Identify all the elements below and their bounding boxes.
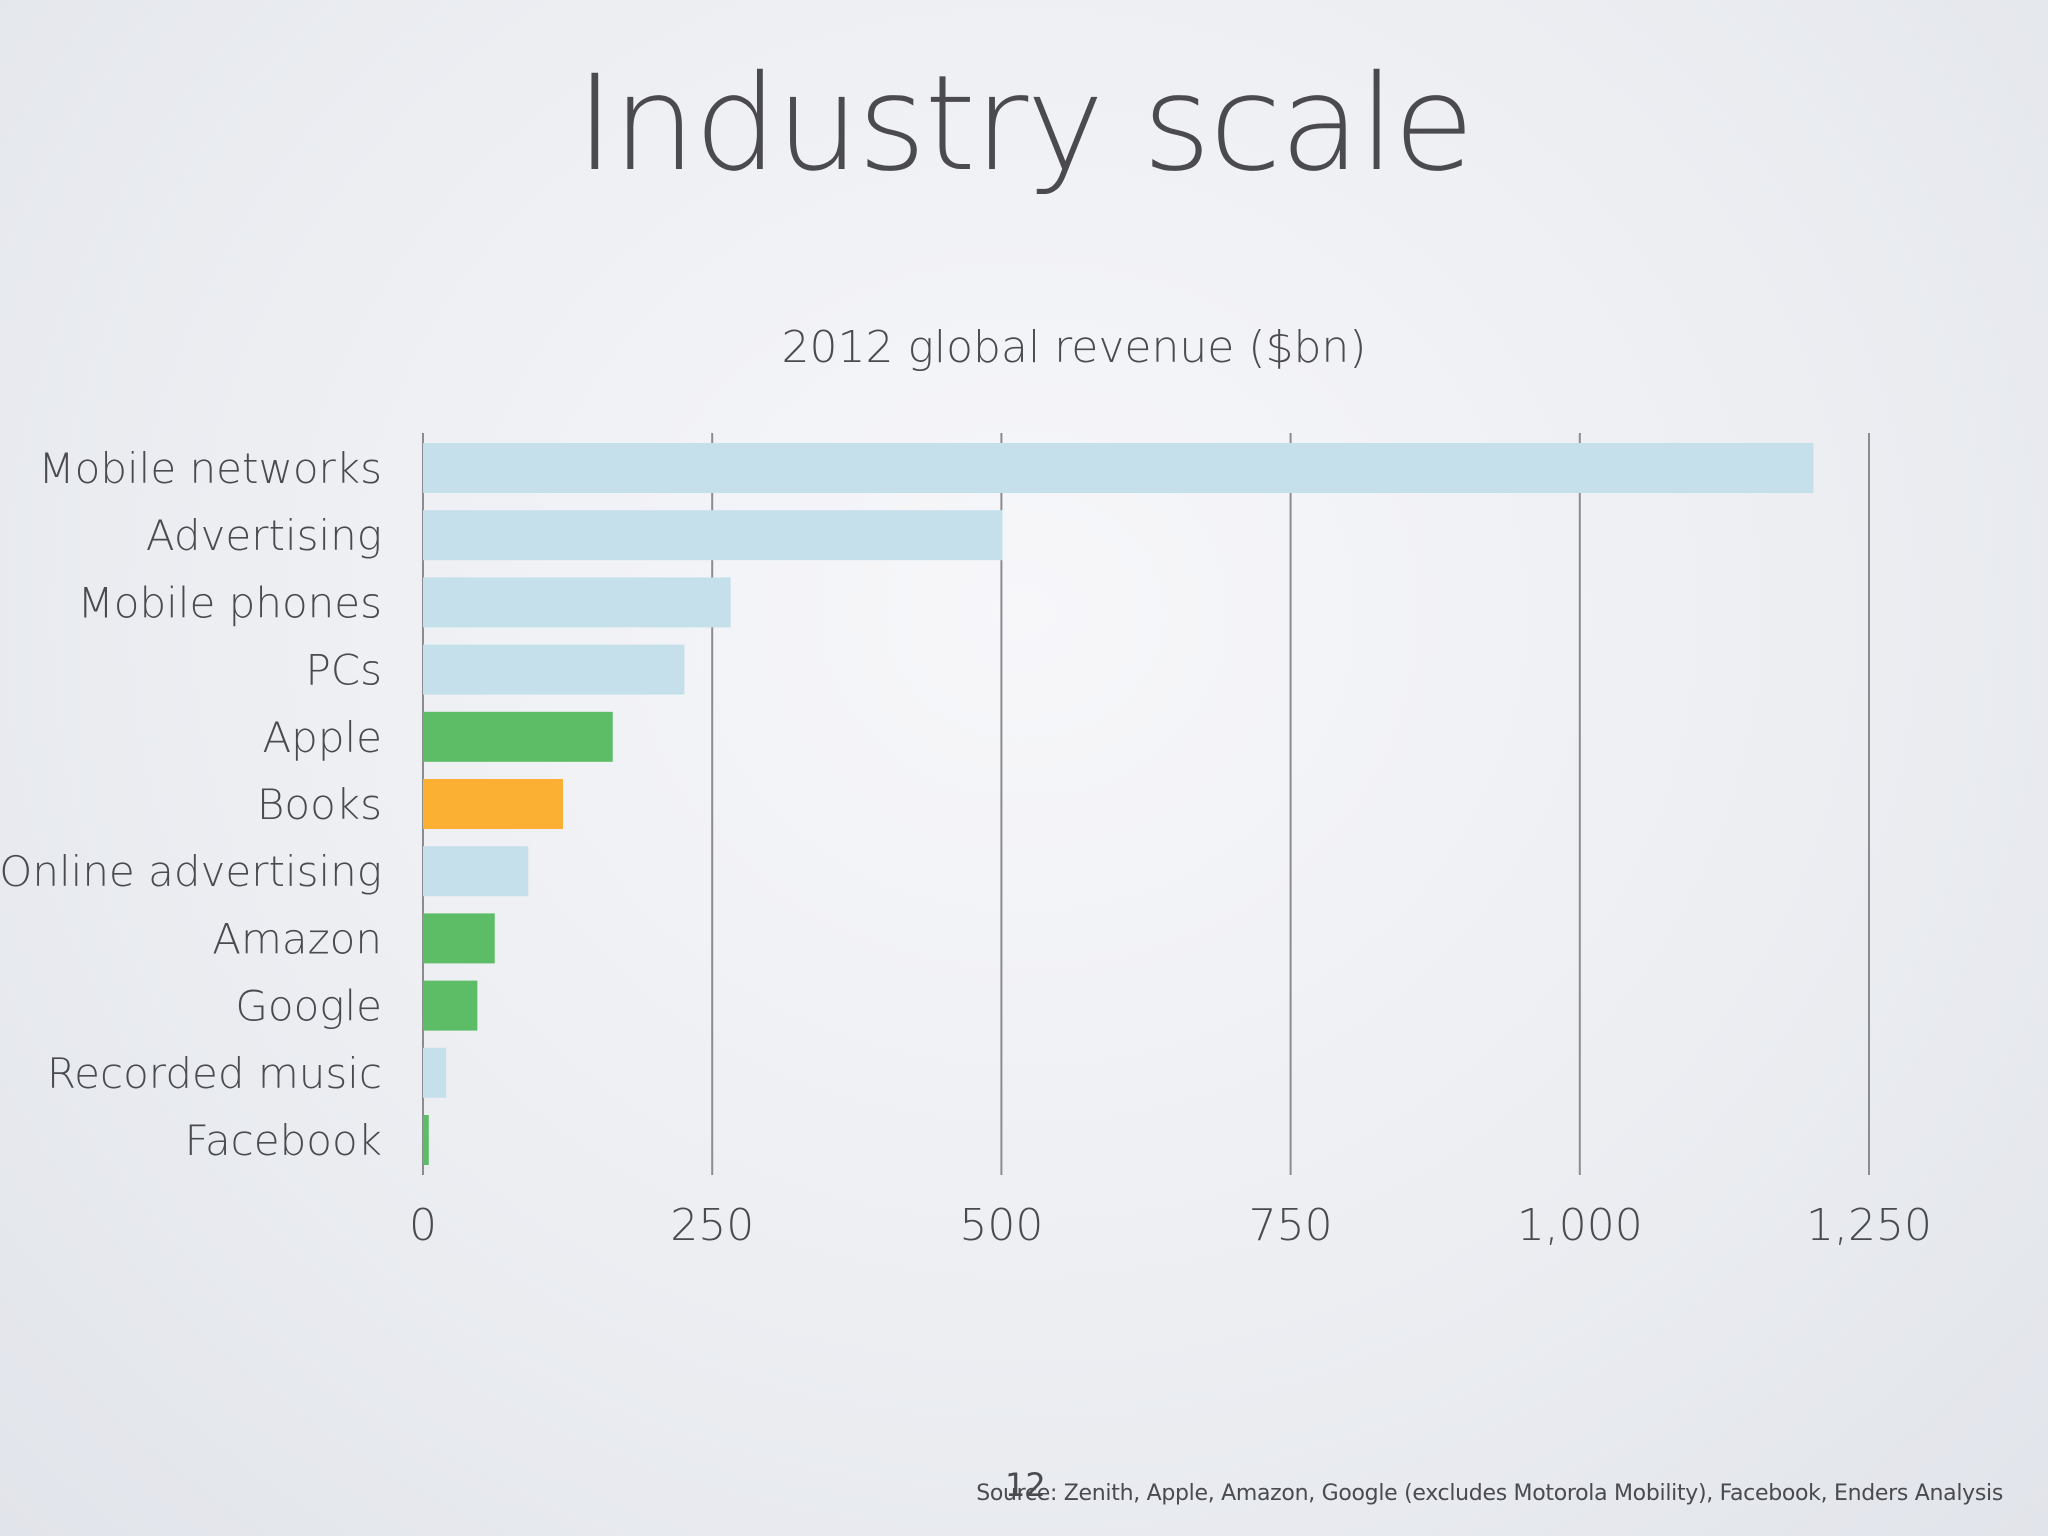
category-label: PCs — [305, 646, 382, 695]
bar-google — [423, 980, 478, 1031]
category-label: Advertising — [146, 511, 382, 560]
chart-title: 2012 global revenue ($bn) — [781, 322, 1367, 373]
x-tick-label: 750 — [1249, 1200, 1333, 1251]
category-label: Online advertising — [0, 847, 382, 896]
category-labels: Mobile networks Advertising Mobile phones P… — [0, 444, 382, 1165]
x-tick-label: 250 — [670, 1200, 754, 1251]
x-axis-ticks: 0 250 500 750 1,000 1,250 — [409, 1200, 1932, 1251]
bar-advertising — [423, 510, 1003, 561]
x-tick-label: 0 — [409, 1200, 437, 1251]
x-tick-label: 500 — [959, 1200, 1043, 1251]
category-label: Facebook — [185, 1116, 382, 1165]
page-number: 12 — [1005, 1466, 1046, 1504]
bar-mobile-networks — [423, 443, 1814, 493]
category-label: Mobile phones — [78, 578, 382, 627]
bar-amazon — [423, 913, 495, 964]
bar-books — [423, 779, 563, 829]
bar-mobile-phones — [423, 577, 731, 628]
category-label: Mobile networks — [38, 444, 382, 493]
bar-online-advertising — [423, 846, 529, 897]
source-note: Source: Zenith, Apple, Amazon, Google (e… — [976, 1481, 2003, 1506]
bar-facebook — [423, 1115, 429, 1165]
x-tick-label: 1,250 — [1806, 1200, 1932, 1251]
bar-pcs — [423, 644, 685, 695]
category-label: Books — [257, 780, 382, 829]
slide-title: Industry scale — [575, 47, 1474, 201]
x-tick-label: 1,000 — [1517, 1200, 1643, 1251]
bar-recorded-music — [423, 1047, 447, 1098]
bar-apple — [423, 711, 613, 762]
category-label: Amazon — [212, 914, 382, 963]
bars — [423, 443, 1814, 1165]
category-label: Google — [235, 982, 382, 1031]
category-label: Apple — [262, 713, 382, 762]
category-label: Recorded music — [47, 1049, 382, 1098]
